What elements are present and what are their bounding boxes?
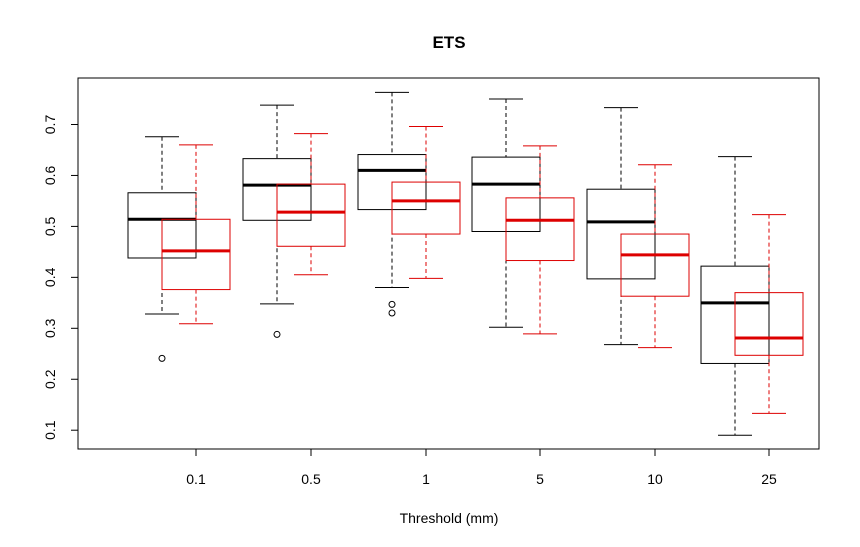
y-tick-label: 0.1 <box>42 420 58 440</box>
outlier-point <box>388 309 396 317</box>
x-tick-label: 10 <box>647 471 663 487</box>
box-iqr <box>276 183 346 247</box>
y-tick-label: 0.5 <box>42 216 58 236</box>
box-group <box>161 144 231 325</box>
chart-title: ETS <box>432 33 465 52</box>
y-tick-label: 0.6 <box>42 166 58 186</box>
box-iqr <box>505 197 575 262</box>
box-group <box>276 133 346 276</box>
box-group <box>505 145 575 335</box>
x-tick-label: 5 <box>536 471 544 487</box>
y-tick-label: 0.7 <box>42 115 58 135</box>
y-tick-label: 0.3 <box>42 318 58 338</box>
outlier-point <box>158 354 166 362</box>
x-axis: 0.1 0.5 1 5 10 25 <box>186 448 777 487</box>
x-tick-label: 0.5 <box>301 471 321 487</box>
box-group <box>620 164 690 349</box>
box-group <box>734 214 804 414</box>
plot-frame <box>77 77 820 450</box>
box-iqr <box>734 292 804 356</box>
x-axis-label: Threshold (mm) <box>400 510 499 526</box>
y-tick-label: 0.2 <box>42 369 58 389</box>
y-axis: 0.1 0.2 0.3 0.4 0.5 0.6 0.7 <box>42 115 79 440</box>
box-iqr <box>391 181 461 235</box>
y-tick-label: 0.4 <box>42 267 58 287</box>
box-iqr <box>620 233 690 297</box>
box-groups <box>127 91 804 436</box>
outlier-point <box>388 300 396 308</box>
outlier-point <box>273 330 281 338</box>
box-iqr <box>700 265 770 364</box>
x-tick-label: 0.1 <box>186 471 206 487</box>
box-group <box>586 107 656 346</box>
x-tick-label: 1 <box>422 471 430 487</box>
x-tick-label: 25 <box>761 471 777 487</box>
box-iqr <box>161 218 231 291</box>
box-group <box>391 126 461 279</box>
